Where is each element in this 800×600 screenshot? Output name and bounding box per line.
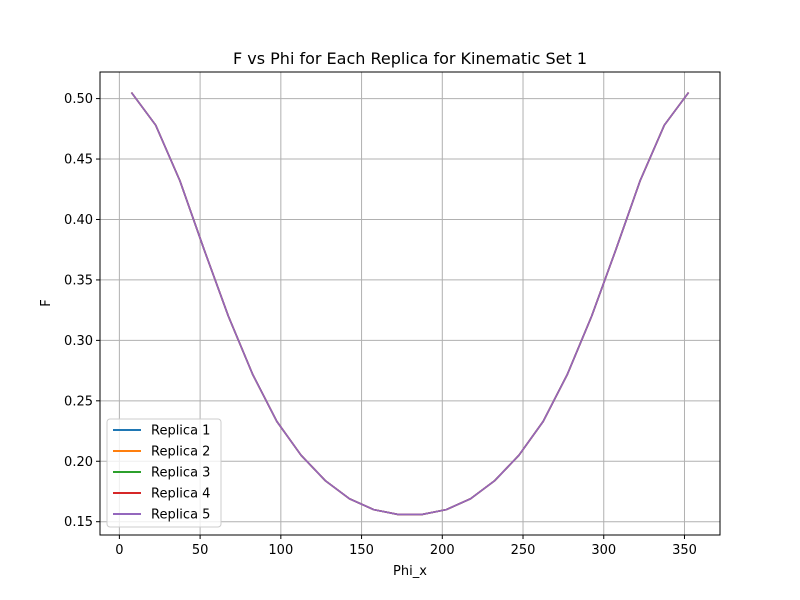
x-axis-label: Phi_x [393, 564, 427, 579]
plot-frame [99, 71, 721, 536]
series-lines [130, 92, 690, 516]
x-tick-label: 200 [430, 543, 455, 558]
y-tick-label: 0.35 [64, 273, 93, 288]
x-tick-label: 0 [115, 543, 123, 558]
x-tick-label: 250 [511, 543, 536, 558]
x-tick-label: 150 [349, 543, 374, 558]
y-tick-label: 0.50 [64, 92, 93, 107]
y-tick-label: 0.20 [64, 455, 93, 470]
series-line-replica-5 [130, 92, 690, 516]
y-tick-label: 0.25 [64, 394, 93, 409]
legend-label-replica-2: Replica 2 [151, 445, 210, 460]
legend: Replica 1 Replica 2 Replica 3 Replica 4 Repl… [106, 418, 222, 528]
x-tick-label: 50 [192, 543, 209, 558]
x-tick-label: 100 [268, 543, 293, 558]
y-tick-label: 0.30 [64, 334, 93, 349]
legend-label-replica-1: Replica 1 [151, 424, 210, 439]
legend-label-replica-4: Replica 4 [151, 487, 210, 502]
x-axis-ticks: 0 50 100 150 200 250 300 350 [115, 535, 697, 558]
legend-label-replica-3: Replica 3 [151, 466, 210, 481]
x-tick-label: 350 [672, 543, 697, 558]
x-tick-label: 300 [591, 543, 616, 558]
legend-label-replica-5: Replica 5 [151, 508, 210, 523]
legend-box [106, 418, 222, 528]
y-tick-label: 0.40 [64, 213, 93, 228]
chart-title: F vs Phi for Each Replica for Kinematic … [233, 49, 587, 68]
y-axis-ticks: 0.15 0.20 0.25 0.30 0.35 0.40 0.45 0.50 [64, 92, 100, 530]
y-axis-label: F [39, 299, 54, 306]
y-tick-label: 0.15 [64, 515, 93, 530]
y-tick-label: 0.45 [64, 153, 93, 168]
